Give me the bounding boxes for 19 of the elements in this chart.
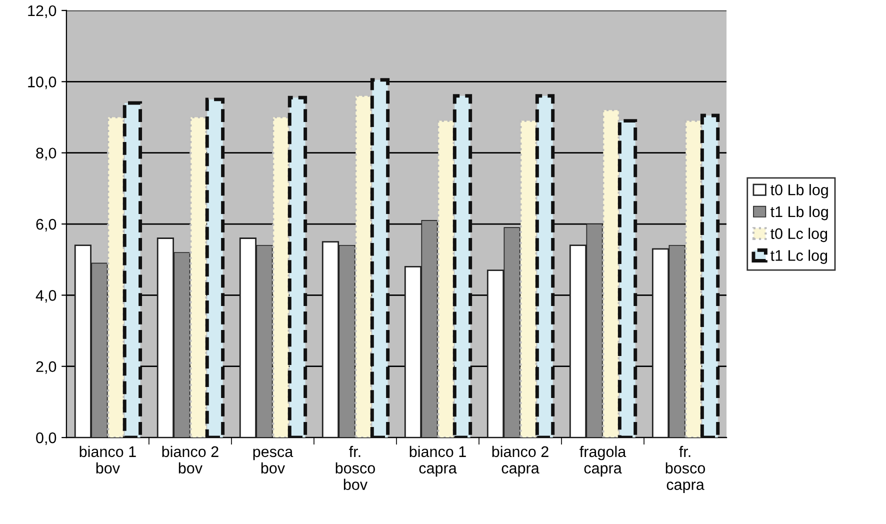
x-tick-label: bianco 1 bov bbox=[80, 446, 136, 474]
x-tick-label: bianco 2 bov bbox=[162, 446, 218, 474]
y-tick-label: 6,0 bbox=[36, 218, 56, 232]
y-tick-label: 0,0 bbox=[36, 432, 56, 446]
x-tick-label: fr. bosco capra bbox=[666, 446, 706, 494]
y-tick-label: 4,0 bbox=[36, 290, 56, 303]
y-tick-label: 12,0 bbox=[28, 5, 56, 18]
legend-label: t0 Lb log bbox=[770, 184, 828, 198]
y-tick-label: 2,0 bbox=[36, 361, 56, 374]
x-tick-label: bianco 2 capra bbox=[492, 446, 548, 477]
legend-label: t0 Lc log bbox=[770, 228, 828, 242]
x-tick-label: fragola capra bbox=[580, 446, 626, 477]
x-tick-label: fr. bosco bov bbox=[336, 446, 375, 490]
legend-label: t1 Lc log bbox=[770, 250, 828, 264]
x-tick-label: bianco 1 capra bbox=[410, 446, 466, 477]
y-tick-label: 10,0 bbox=[28, 76, 56, 90]
y-tick-label: 8,0 bbox=[36, 148, 56, 160]
x-tick-label: pesca bov bbox=[253, 448, 294, 474]
legend-label: t1 Lb log bbox=[770, 206, 828, 220]
